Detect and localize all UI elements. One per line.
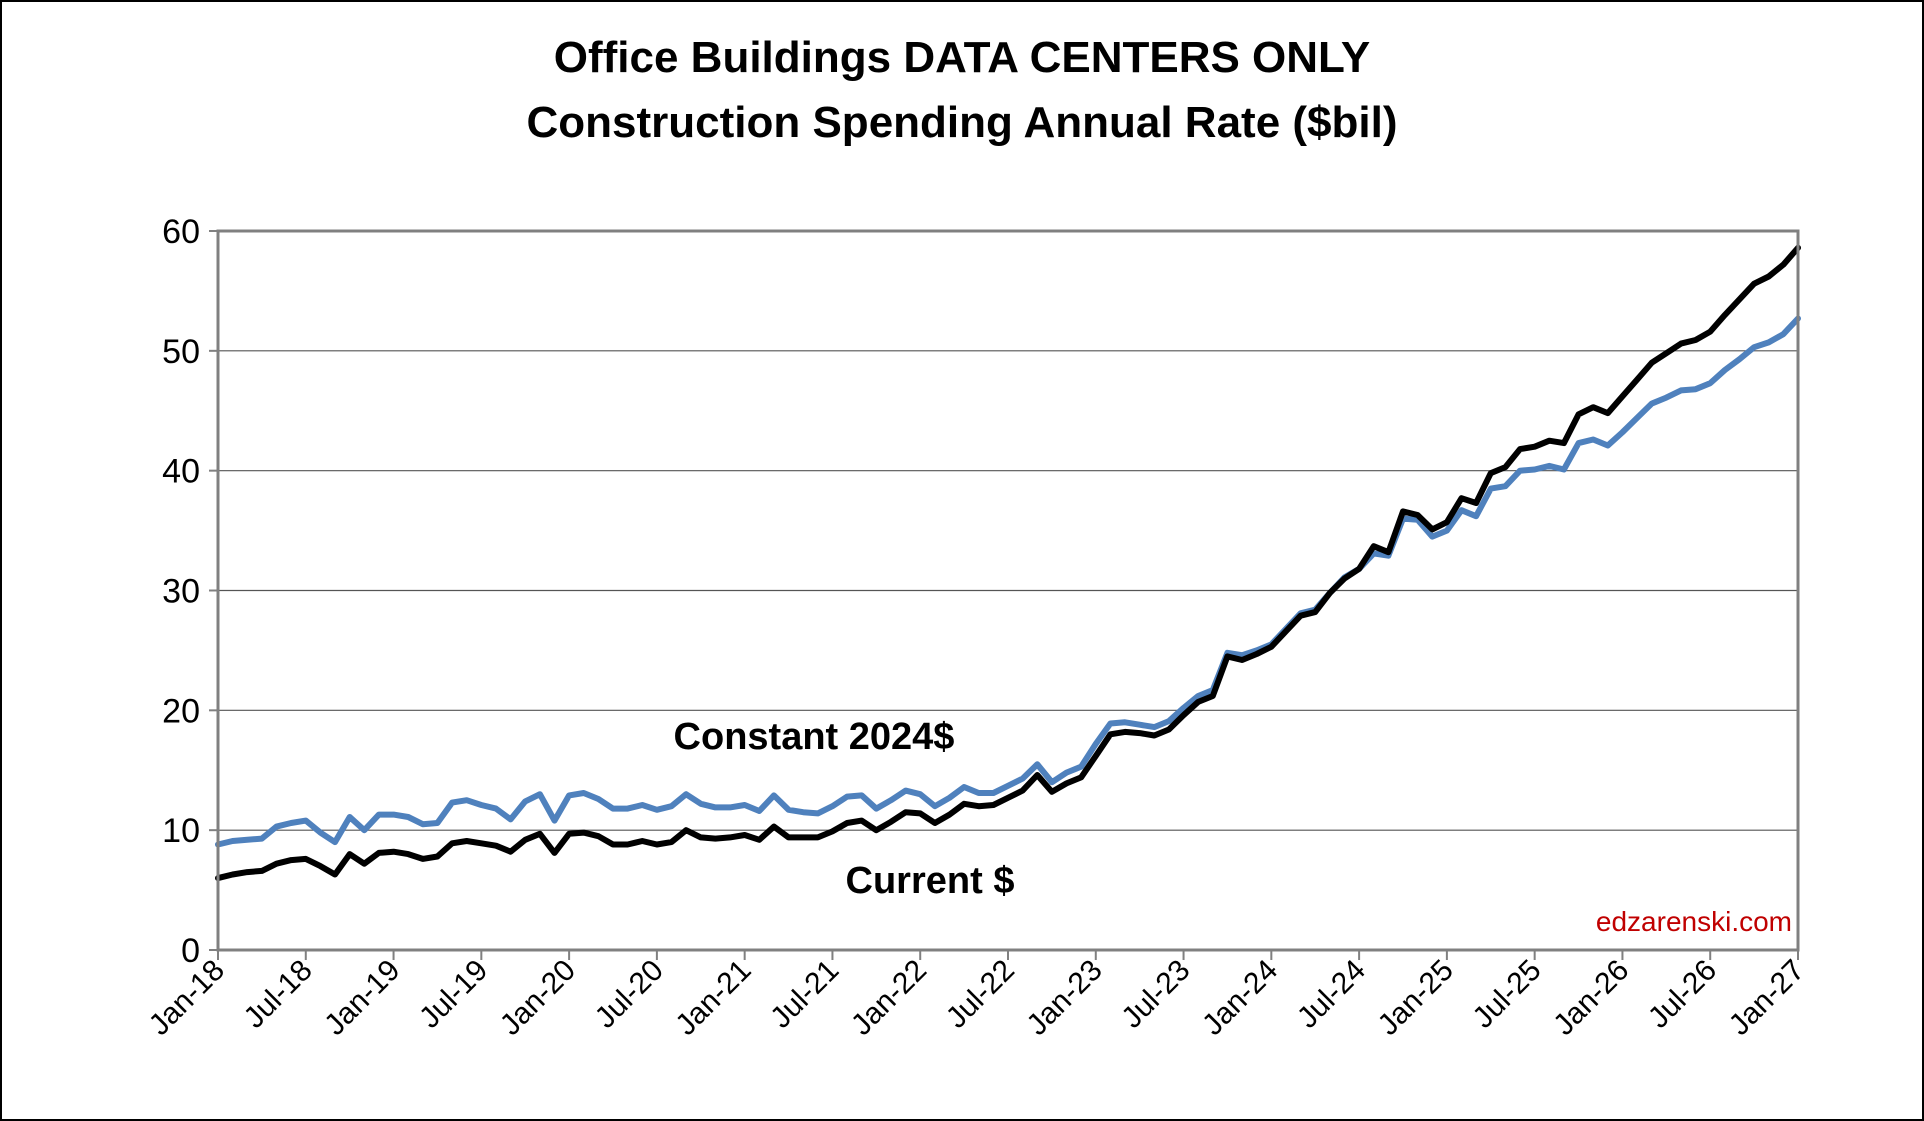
y-tick-label: 30	[162, 573, 200, 611]
annotation-current-dollars: Current $	[846, 860, 1015, 902]
y-tick-label: 40	[162, 453, 200, 491]
x-tick-label: Jul-26	[1642, 954, 1723, 1035]
chart-title-line-2: Construction Spending Annual Rate ($bil)	[526, 98, 1397, 147]
x-tick-label: Jan-19	[318, 954, 406, 1042]
x-tick-label: Jul-21	[764, 954, 845, 1035]
y-tick-label: 60	[162, 213, 200, 251]
x-tick-label: Jul-24	[1291, 954, 1372, 1035]
y-tick-label: 0	[181, 932, 200, 970]
chart-title-line-1: Office Buildings DATA CENTERS ONLY	[554, 33, 1371, 82]
x-tick-label: Jan-25	[1372, 954, 1460, 1042]
watermark: edzarenski.com	[1596, 906, 1792, 937]
y-tick-label: 20	[162, 692, 200, 730]
series-line-current-dollars	[215, 244, 1801, 882]
x-tick-label: Jan-22	[845, 954, 933, 1042]
x-tick-label: Jan-24	[1196, 954, 1284, 1042]
y-tick-label: 10	[162, 812, 200, 850]
series-lines	[215, 244, 1801, 882]
x-tick-label: Jan-27	[1723, 954, 1811, 1042]
gridlines	[218, 350, 1798, 831]
series-line-constant-2024	[215, 315, 1801, 848]
x-tick-label: Jan-21	[669, 954, 757, 1042]
x-tick-label: Jul-22	[940, 954, 1021, 1035]
annotation-constant-dollars: Constant 2024$	[674, 716, 955, 758]
x-tick-label: Jan-26	[1547, 954, 1635, 1042]
x-tick-label: Jan-23	[1021, 954, 1109, 1042]
x-tick-label: Jul-23	[1115, 954, 1196, 1035]
x-tick-label: Jul-25	[1466, 954, 1547, 1035]
y-tick-label: 50	[162, 333, 200, 371]
x-tick-label: Jul-20	[589, 954, 670, 1035]
x-tick-label: Jan-20	[494, 954, 582, 1042]
x-tick-label: Jul-18	[238, 954, 319, 1035]
x-tick-label: Jul-19	[413, 954, 494, 1035]
